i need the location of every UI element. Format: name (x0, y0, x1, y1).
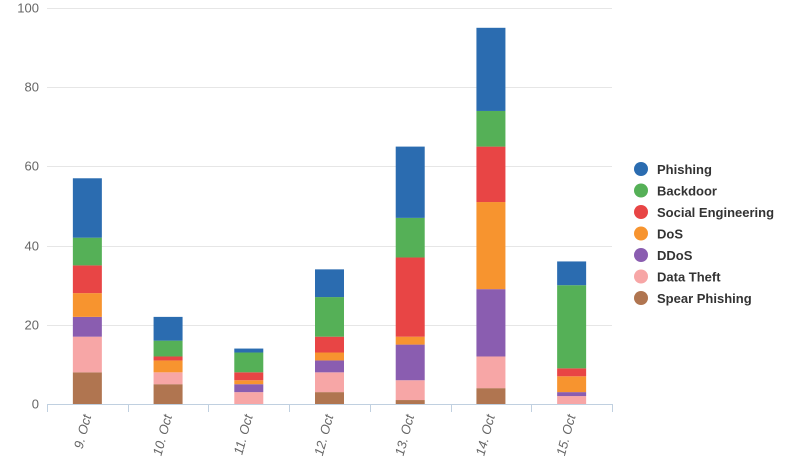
y-tick-label: 20 (25, 318, 39, 333)
legend-item[interactable]: DoS (634, 226, 683, 242)
y-tick-label: 60 (25, 159, 39, 174)
bar-series (72, 27, 587, 404)
bar-segment[interactable] (315, 360, 344, 373)
bar-segment[interactable] (234, 384, 264, 393)
bar-segment[interactable] (476, 289, 506, 357)
x-tick-label: 14. Oct (472, 412, 498, 458)
bar-segment[interactable] (557, 261, 587, 286)
legend-item[interactable]: Backdoor (634, 183, 717, 199)
legend-label: Spear Phishing (657, 291, 752, 306)
legend-label: DDoS (657, 248, 693, 263)
bar-segment[interactable] (557, 396, 587, 404)
bar-segment[interactable] (395, 380, 425, 401)
bar-segment[interactable] (72, 316, 102, 337)
legend-item[interactable]: Data Theft (634, 269, 721, 285)
bar-segment[interactable] (315, 352, 344, 361)
legend-symbol-icon (634, 291, 648, 305)
bar-segment[interactable] (72, 178, 102, 238)
bar-segment[interactable] (72, 336, 102, 373)
bar-segment[interactable] (476, 146, 506, 203)
bar-segment[interactable] (315, 392, 344, 404)
x-tick-label: 10. Oct (150, 412, 176, 458)
legend[interactable]: Phishing Backdoor Social Engineering DoS DDo… (634, 162, 774, 306)
x-tick-label: 11. Oct (231, 412, 256, 457)
bar-segment[interactable] (476, 388, 506, 404)
legend-label: DoS (657, 227, 683, 242)
bar-segment[interactable] (557, 368, 587, 377)
bar-segment[interactable] (476, 110, 506, 147)
bar-segment[interactable] (153, 340, 183, 357)
bar-segment[interactable] (153, 316, 183, 341)
bar-segment[interactable] (72, 293, 102, 317)
bar-segment[interactable] (476, 27, 506, 111)
legend-item[interactable]: Social Engineering (634, 205, 774, 220)
bar-segment[interactable] (153, 372, 183, 385)
bar-segment[interactable] (395, 217, 425, 258)
bar-segment[interactable] (234, 352, 264, 373)
y-tick-label: 100 (17, 1, 39, 16)
x-tick-label: 12. Oct (311, 412, 337, 458)
axes: 0 20 40 60 80 100 9. Oct 10. Oct 11. Oct 12. Oct 1… (17, 1, 613, 458)
bar-segment[interactable] (234, 392, 264, 404)
y-tick-label: 40 (25, 239, 39, 254)
bar-segment[interactable] (557, 285, 587, 369)
x-tick-label: 15. Oct (553, 412, 579, 458)
bar-segment[interactable] (315, 269, 344, 298)
bar-segment[interactable] (315, 297, 344, 337)
legend-symbol-icon (634, 205, 648, 219)
legend-label: Data Theft (657, 270, 721, 285)
bar-segment[interactable] (153, 384, 183, 404)
bar-segment[interactable] (395, 146, 425, 218)
legend-item[interactable]: Spear Phishing (634, 291, 752, 306)
y-tick-label: 0 (32, 397, 39, 412)
bar-segment[interactable] (234, 380, 264, 385)
legend-symbol-icon (634, 226, 648, 241)
legend-label: Social Engineering (657, 205, 774, 220)
legend-symbol-icon (634, 162, 648, 176)
bar-segment[interactable] (72, 265, 102, 294)
bar-segment[interactable] (476, 202, 506, 290)
legend-label: Backdoor (657, 184, 717, 199)
bar-segment[interactable] (234, 372, 264, 381)
bar-segment[interactable] (315, 372, 344, 393)
bar-segment[interactable] (315, 336, 344, 353)
legend-item[interactable]: DDoS (634, 248, 693, 263)
bar-segment[interactable] (72, 237, 102, 266)
bar-segment[interactable] (557, 392, 587, 397)
legend-label: Phishing (657, 162, 712, 177)
bar-segment[interactable] (395, 400, 425, 404)
bar-segment[interactable] (395, 257, 425, 337)
bar-segment[interactable] (476, 356, 506, 389)
legend-symbol-icon (634, 269, 648, 284)
bar-segment[interactable] (557, 376, 587, 393)
bar-segment[interactable] (153, 360, 183, 373)
x-tick-label: 9. Oct (71, 412, 95, 451)
legend-symbol-icon (634, 183, 648, 198)
bar-segment[interactable] (395, 336, 425, 345)
legend-symbol-icon (634, 248, 648, 262)
bar-segment[interactable] (234, 348, 264, 353)
legend-item[interactable]: Phishing (634, 162, 712, 177)
y-tick-label: 80 (25, 80, 39, 95)
x-tick-label: 13. Oct (392, 412, 418, 458)
bar-segment[interactable] (153, 356, 183, 361)
bar-segment[interactable] (72, 372, 102, 404)
bar-segment[interactable] (395, 344, 425, 381)
grid-lines (47, 8, 612, 326)
